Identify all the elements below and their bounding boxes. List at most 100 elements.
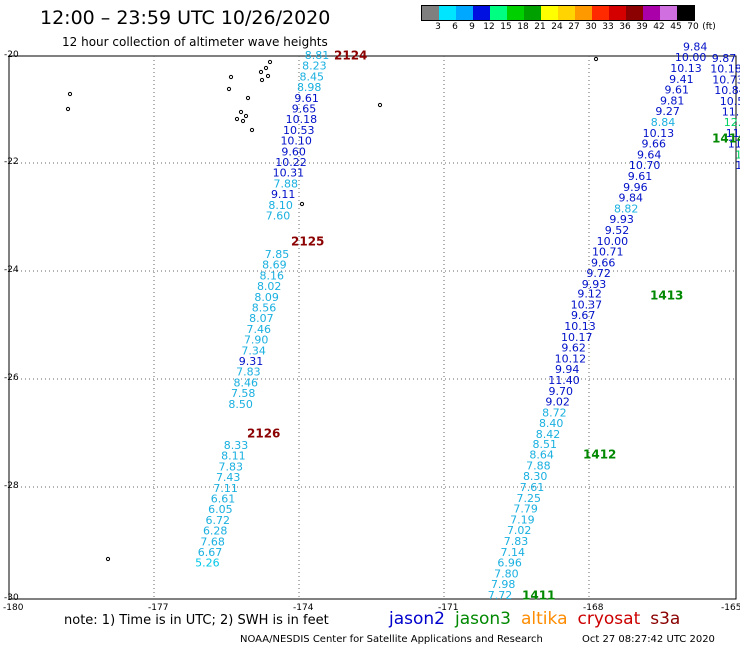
color-label-3: 3 bbox=[435, 22, 441, 32]
lat-label: -20 bbox=[4, 50, 19, 60]
lat-label: -28 bbox=[4, 481, 19, 491]
island-outline bbox=[259, 77, 265, 83]
lat-label: -24 bbox=[4, 265, 19, 275]
island-outline bbox=[249, 127, 255, 133]
wave-height-value: 7.98 bbox=[491, 578, 516, 591]
island-outline bbox=[265, 73, 271, 79]
wave-height-value: 9.02 bbox=[545, 396, 570, 409]
wave-height-value: 7.83 bbox=[504, 535, 529, 548]
wave-height-value: 8.51 bbox=[533, 438, 558, 451]
wave-height-value: 9.66 bbox=[642, 138, 667, 151]
wave-height-value: 11.9 bbox=[726, 127, 740, 140]
wave-height-value: 8.16 bbox=[260, 269, 285, 282]
wave-height-value: 10.18 bbox=[286, 113, 318, 126]
wave-height-value: 10.53 bbox=[283, 124, 315, 137]
wave-height-value: 6.61 bbox=[211, 493, 236, 506]
wave-height-value: 7.90 bbox=[244, 334, 269, 347]
wave-height-value: 9.66 bbox=[591, 256, 616, 269]
wave-height-value: 9.41 bbox=[669, 73, 694, 86]
wave-height-value: 8.11 bbox=[221, 450, 246, 463]
generated-timestamp: Oct 27 08:27:42 UTC 2020 bbox=[582, 634, 715, 645]
wave-height-value: 9.60 bbox=[281, 145, 306, 158]
color-swatch-3 bbox=[422, 6, 439, 20]
color-swatch-30 bbox=[575, 6, 592, 20]
lat-label: -22 bbox=[4, 157, 19, 167]
island-outline bbox=[240, 118, 246, 124]
wave-height-value: 10.17 bbox=[561, 331, 593, 344]
lat-label: -30 bbox=[4, 593, 19, 603]
wave-height-value: 10.31 bbox=[273, 167, 305, 180]
pass-id-label: 2125 bbox=[291, 235, 324, 249]
wave-height-value: 10.13 bbox=[643, 127, 675, 140]
color-swatch-24 bbox=[541, 6, 558, 20]
color-swatch-42 bbox=[643, 6, 660, 20]
wave-height-value: 10.73 bbox=[712, 73, 740, 86]
wave-height-value: 9.61 bbox=[294, 92, 319, 105]
wave-height-value: 8.42 bbox=[536, 428, 561, 441]
color-label-36: 36 bbox=[619, 22, 631, 32]
color-label-42: 42 bbox=[653, 22, 665, 32]
wave-height-value: 8.50 bbox=[228, 398, 253, 411]
wave-height-value: 9.31 bbox=[239, 355, 264, 368]
color-label-9: 9 bbox=[469, 22, 475, 32]
wave-height-value: 9.67 bbox=[571, 309, 596, 322]
island-outline bbox=[226, 86, 232, 92]
color-label-70: 70 bbox=[687, 22, 699, 32]
wave-height-value: 8.07 bbox=[249, 312, 274, 325]
wave-height-value: 9.93 bbox=[582, 278, 607, 291]
wave-height-value: 7.68 bbox=[200, 535, 225, 548]
island-outline bbox=[65, 106, 71, 112]
island-outline bbox=[228, 74, 234, 80]
island-outline bbox=[243, 113, 249, 119]
color-label-30: 30 bbox=[585, 22, 597, 32]
wave-height-value: 8.10 bbox=[268, 199, 293, 212]
wave-height-value: 8.45 bbox=[300, 70, 325, 83]
wave-height-value: 7.79 bbox=[513, 503, 538, 516]
wave-height-value: 9.64 bbox=[637, 148, 662, 161]
wave-height-value: 7.19 bbox=[510, 513, 535, 526]
wave-height-value: 8.46 bbox=[234, 376, 259, 389]
color-label-21: 21 bbox=[534, 22, 546, 32]
wave-height-value: 9.62 bbox=[561, 342, 586, 355]
wave-height-value: 9.94 bbox=[555, 363, 580, 376]
wave-height-value: 6.05 bbox=[208, 503, 233, 516]
color-swatch-70 bbox=[677, 6, 694, 20]
pass-id-label: 2126 bbox=[247, 427, 280, 441]
wave-height-value: 10.18 bbox=[710, 63, 740, 76]
wave-height-value: 9.65 bbox=[292, 103, 317, 116]
island-outline bbox=[245, 95, 251, 101]
wave-height-value: 9.87 bbox=[712, 52, 737, 65]
color-label-15: 15 bbox=[500, 22, 512, 32]
wave-height-value: 8.98 bbox=[297, 81, 322, 94]
wave-height-value: 7.46 bbox=[247, 323, 272, 336]
island-outline bbox=[234, 116, 240, 122]
lon-label: -180 bbox=[3, 603, 24, 613]
color-label-27: 27 bbox=[568, 22, 580, 32]
wave-height-value: 11.3 bbox=[728, 138, 740, 151]
color-swatch-18 bbox=[507, 6, 524, 20]
wave-height-value: 8.84 bbox=[651, 116, 676, 129]
wave-height-value: 7.43 bbox=[216, 471, 241, 484]
wave-height-value: 7.83 bbox=[219, 460, 244, 473]
satellite-legend: jason2 jason3 altika cryosat s3a bbox=[389, 609, 690, 629]
wave-height-value: 9.72 bbox=[586, 267, 611, 280]
wave-height-value: 8.23 bbox=[302, 60, 327, 73]
color-unit-label: (ft) bbox=[702, 22, 716, 32]
wave-height-value: 10.70 bbox=[629, 159, 661, 172]
wave-height-value: 9.27 bbox=[655, 105, 680, 118]
wave-height-value: 8.30 bbox=[523, 470, 548, 483]
wave-height-value: 10.71 bbox=[592, 246, 624, 259]
pass-id-label: 1411 bbox=[522, 589, 555, 603]
wave-height-value: 10.12 bbox=[555, 352, 587, 365]
pass-id-label: 1412 bbox=[583, 448, 616, 462]
wave-height-value: 8.72 bbox=[542, 406, 567, 419]
satellite-cryosat: cryosat bbox=[577, 609, 641, 629]
wave-height-value: 10.00 bbox=[675, 51, 707, 64]
color-swatch-27 bbox=[558, 6, 575, 20]
wave-height-value: 10.13 bbox=[564, 320, 596, 333]
wave-height-value: 7.02 bbox=[507, 524, 532, 537]
color-label-33: 33 bbox=[602, 22, 614, 32]
wave-height-value: 12.0 bbox=[724, 116, 740, 129]
color-swatch-9 bbox=[456, 6, 473, 20]
